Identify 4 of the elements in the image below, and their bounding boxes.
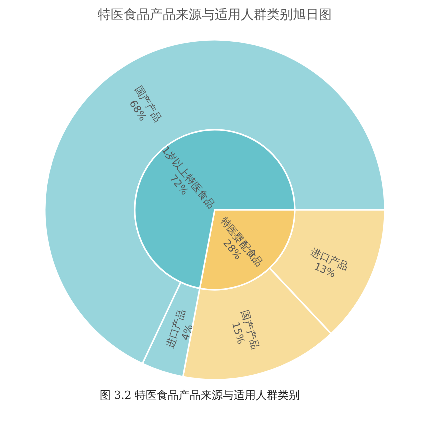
chart-title: 特医食品产品来源与适用人群类别旭日图 (98, 8, 332, 23)
data-label: 4% (180, 323, 196, 342)
data-label: 15% (229, 321, 246, 346)
caption: 图 3.2 特医食品产品来源与适用人群类别 (98, 388, 302, 403)
